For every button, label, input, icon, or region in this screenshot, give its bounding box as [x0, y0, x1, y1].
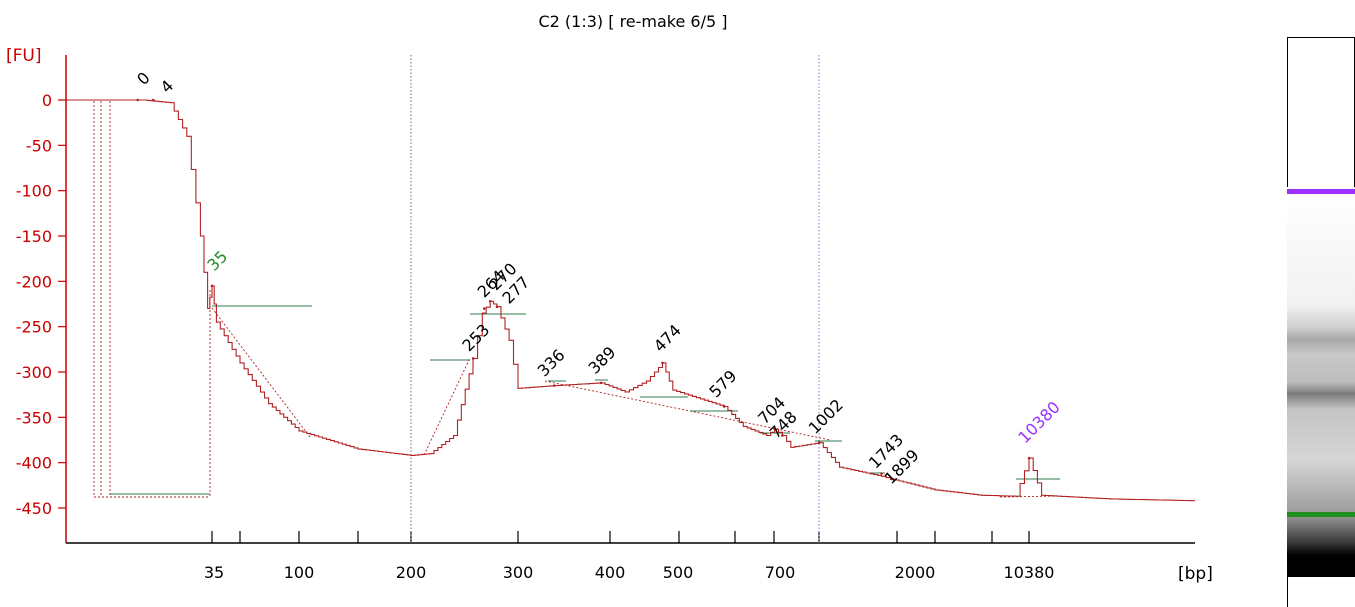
peak-point: [889, 477, 893, 481]
peak-label: 336: [534, 345, 569, 380]
peak-label: 474: [650, 321, 685, 356]
peak-label: 389: [584, 343, 619, 378]
peak-point: [773, 427, 777, 431]
x-tick-label: 10380: [1004, 563, 1055, 582]
peak-label: 253: [458, 320, 493, 355]
x-tick-label: 500: [663, 563, 694, 582]
peak-label: 10380: [1014, 398, 1063, 447]
x-tick-label: 100: [284, 563, 315, 582]
y-tick-label: -250: [16, 318, 52, 337]
peak-point: [471, 357, 475, 360]
integration-guide: [544, 380, 831, 441]
peak-point: [880, 472, 883, 475]
integration-guide: [423, 357, 471, 456]
peak-point: [488, 299, 492, 303]
peak-point: [552, 384, 556, 387]
y-tick-label: -200: [16, 272, 52, 291]
gel-lower-marker-band: [1287, 512, 1355, 517]
gel-lane-image: [1287, 37, 1355, 607]
electropherogram-trace: [66, 99, 1195, 502]
x-tick-label: 2000: [895, 563, 936, 582]
x-tick-label: 200: [396, 563, 427, 582]
y-tick-label: -300: [16, 363, 52, 382]
chart-title: C2 (1:3) [ re-make 6/5 ]: [538, 12, 727, 31]
gel-upper-marker-band: [1287, 189, 1355, 194]
y-tick-label: -100: [16, 182, 52, 201]
peak-point: [781, 434, 784, 437]
peak-point: [210, 284, 214, 288]
peak-point: [599, 381, 603, 385]
y-tick-label: -450: [16, 499, 52, 518]
peak-point: [482, 307, 486, 310]
peak-point: [817, 441, 821, 445]
peak-point: [722, 405, 726, 408]
peak-label: 579: [705, 366, 740, 401]
peak-label: 4: [157, 76, 178, 97]
x-tick-label: 400: [595, 563, 626, 582]
x-tick-label: 300: [503, 563, 534, 582]
y-tick-label: -400: [16, 454, 52, 473]
peak-point: [1027, 456, 1031, 460]
integration-guide: [211, 307, 311, 438]
y-tick-label: -350: [16, 408, 52, 427]
y-tick-label: -50: [26, 136, 52, 155]
peak-point: [495, 305, 499, 309]
peak-label: 35: [203, 247, 231, 275]
peak-label: 0: [133, 68, 154, 89]
peak-point: [136, 98, 139, 102]
peak-point: [151, 98, 155, 102]
y-tick-label: 0: [42, 91, 52, 110]
peak-point: [661, 361, 664, 365]
peak-label: 1002: [805, 395, 847, 437]
y-axis-label: [FU]: [6, 46, 42, 66]
x-tick-label: 700: [765, 563, 796, 582]
x-tick-label: 35: [204, 563, 224, 582]
electropherogram-chart: C2 (1:3) [ re-make 6/5 ] [FU] [bp] 0 -50 -…: [6, 12, 1213, 584]
y-tick-label: -150: [16, 227, 52, 246]
x-axis-label: [bp]: [1178, 564, 1213, 584]
